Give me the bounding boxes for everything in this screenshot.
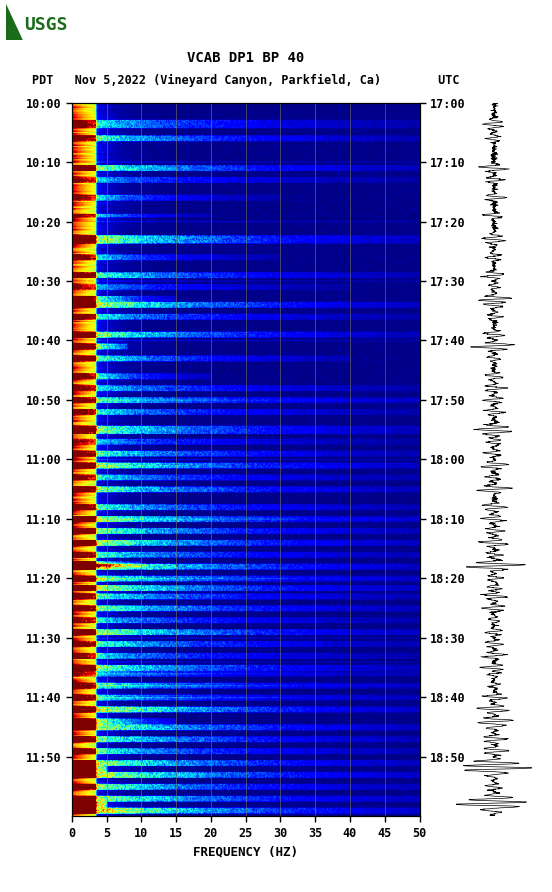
- Polygon shape: [6, 4, 22, 40]
- Text: PDT   Nov 5,2022 (Vineyard Canyon, Parkfield, Ca)        UTC: PDT Nov 5,2022 (Vineyard Canyon, Parkfie…: [32, 74, 459, 87]
- Text: USGS: USGS: [24, 16, 67, 34]
- X-axis label: FREQUENCY (HZ): FREQUENCY (HZ): [193, 845, 298, 858]
- Text: VCAB DP1 BP 40: VCAB DP1 BP 40: [187, 51, 304, 65]
